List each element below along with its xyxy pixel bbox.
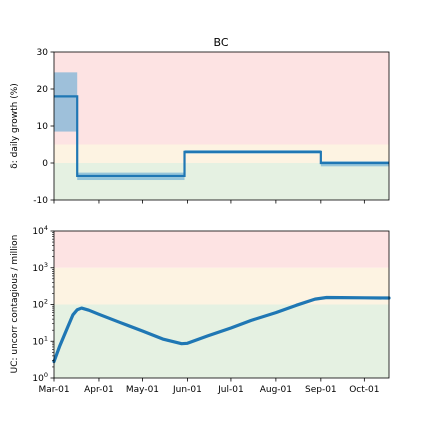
y-tick-label: -10	[33, 196, 48, 206]
growth-band-0	[54, 52, 389, 145]
x-tick-label: Apr-01	[84, 385, 114, 395]
x-tick-label: Jun-01	[172, 385, 202, 395]
y-tick-label: 103	[32, 261, 48, 274]
y-tick-label: 20	[37, 85, 49, 95]
y-tick-label: 100	[32, 371, 48, 384]
top-y-axis-label: δ: daily growth (%)	[10, 83, 20, 169]
y-tick-label: 0	[42, 159, 48, 169]
y-tick-label: 30	[37, 48, 49, 58]
contagious-band-0	[54, 231, 389, 268]
y-tick-label: 102	[32, 298, 48, 311]
x-tick-label: Aug-01	[260, 385, 292, 395]
bottom-y-axis-label: UC: uncorr contagious / million	[10, 235, 20, 374]
y-tick-label: 101	[32, 334, 48, 347]
contagious-line	[52, 295, 391, 364]
growth-frame	[53, 51, 390, 201]
contagious-band-2	[54, 304, 389, 378]
growth-band-2	[54, 163, 389, 200]
growth-panel: -10 0 10 20 30	[33, 48, 390, 206]
chart-title: BC	[213, 36, 228, 49]
contagious-panel: 100 101 102 103 104 Mar-01 Apr-01 May-01 Jun-01 J…	[32, 224, 391, 395]
y-tick-label: 104	[32, 224, 48, 237]
x-tick-label: Oct-01	[349, 385, 379, 395]
x-tick-label: Sep-01	[305, 385, 337, 395]
growth-line	[54, 95, 389, 178]
x-tick-label: May-01	[126, 385, 159, 395]
y-tick-label: 10	[37, 122, 49, 132]
contagious-frame	[53, 230, 390, 379]
growth-uncertainty-band	[54, 72, 78, 132]
x-tick-label: Jul-01	[217, 385, 244, 395]
x-tick-label: Mar-01	[38, 385, 69, 395]
